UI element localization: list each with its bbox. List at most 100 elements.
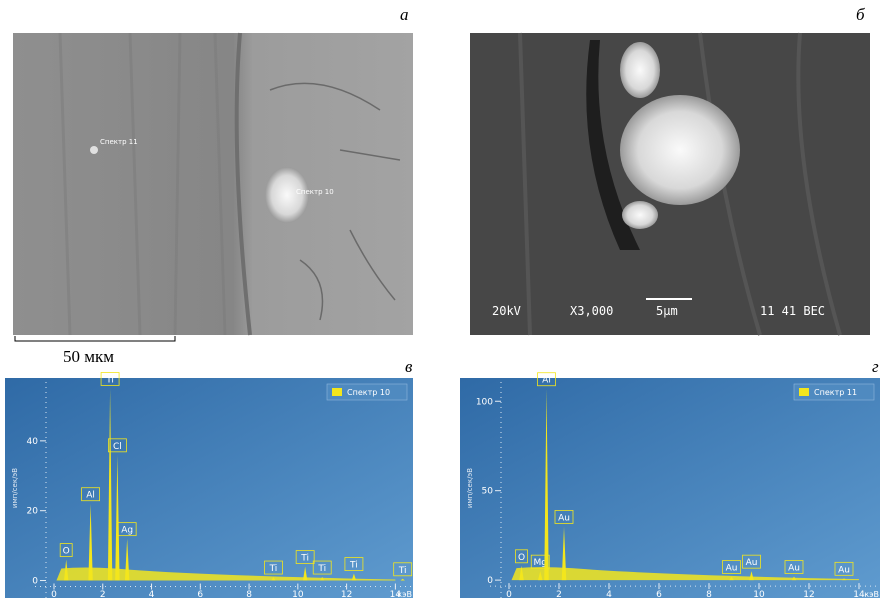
- peak-label-box: [554, 510, 574, 524]
- peak-label-box: [59, 543, 73, 557]
- panel-label: б: [856, 5, 865, 24]
- y-tick-label: 100: [476, 397, 493, 407]
- x-tick-label: 0: [506, 590, 512, 600]
- y-axis-label: имп/сек/эВ: [11, 468, 19, 508]
- x-tick-label: 2: [556, 590, 562, 600]
- peak-label: Au: [726, 564, 738, 574]
- x-tick-label: 10: [292, 590, 304, 600]
- x-axis-label: кэВ: [397, 590, 412, 599]
- panel-label: в: [405, 357, 413, 376]
- peak: [107, 388, 113, 581]
- x-tick-label: 8: [246, 590, 252, 600]
- peak-label: Ti: [269, 564, 278, 574]
- peak-label-box: [312, 560, 332, 575]
- sem-info: X3,000: [570, 304, 613, 318]
- legend-label: Спектр 11: [814, 388, 857, 397]
- sem-info: 20kV: [492, 304, 521, 318]
- peak-label-box: [100, 372, 120, 386]
- legend-swatch: [799, 388, 809, 396]
- peak: [320, 577, 325, 581]
- plot-background: [460, 378, 880, 598]
- legend-box: [326, 383, 408, 401]
- peak: [791, 576, 797, 581]
- peak-label: Cl: [113, 442, 122, 452]
- x-tick-label: 0: [51, 590, 57, 600]
- peak: [841, 578, 847, 581]
- panel-label: г: [872, 357, 879, 376]
- peak: [561, 526, 567, 581]
- peak-label: O: [63, 547, 70, 557]
- peak-label: Au: [838, 565, 850, 575]
- y-tick-label: 20: [27, 507, 39, 517]
- peak: [538, 571, 543, 581]
- sem-info: 5µm: [656, 304, 678, 318]
- x-axis-label: кэВ: [864, 590, 879, 599]
- peak-label-box: [834, 561, 854, 576]
- peak-label-box: [515, 549, 528, 564]
- peak: [88, 503, 93, 581]
- peak: [519, 565, 524, 581]
- peak-label-box: [530, 554, 550, 569]
- sem-annotation: Спектр 10: [296, 188, 334, 196]
- x-tick-label: 8: [706, 590, 712, 600]
- continuum: [511, 567, 859, 581]
- y-tick-label: 0: [487, 576, 493, 586]
- peak: [63, 559, 69, 581]
- x-tick-label: 12: [803, 590, 814, 600]
- peak: [271, 577, 276, 581]
- peak-label: Au: [788, 564, 800, 574]
- y-axis-label: имп/сек/эВ: [466, 468, 474, 508]
- sem-image-a: [13, 32, 413, 336]
- sem-info: 11 41 BEC: [760, 304, 825, 318]
- x-tick-label: 14: [390, 590, 402, 600]
- y-tick-label: 40: [27, 437, 39, 447]
- continuum: [56, 567, 396, 581]
- peak-label-box: [295, 550, 315, 564]
- peak-label: Au: [558, 513, 570, 523]
- peak-label: O: [518, 553, 525, 563]
- peak-label-box: [117, 522, 137, 537]
- x-tick-label: 6: [197, 590, 203, 600]
- peak-label: Ti: [300, 554, 309, 564]
- peak: [124, 538, 130, 581]
- peak: [544, 388, 549, 581]
- peak-label-box: [107, 438, 127, 453]
- legend-swatch: [332, 388, 342, 396]
- peak-label-box: [784, 560, 804, 574]
- scale-bar: [14, 336, 176, 342]
- peak-label: Al: [86, 491, 95, 501]
- peak: [351, 573, 357, 581]
- sem-image-b: [470, 32, 870, 336]
- peak-label-box: [537, 372, 556, 387]
- peak-label: Ag: [121, 526, 133, 536]
- x-tick-label: 12: [341, 590, 352, 600]
- peak-label: Ti: [105, 375, 114, 385]
- x-tick-label: 2: [100, 590, 106, 600]
- peak: [302, 566, 308, 581]
- panel-label: а: [400, 5, 409, 24]
- peak: [115, 454, 120, 581]
- legend-box: [793, 383, 875, 401]
- peak-label-box: [264, 560, 283, 575]
- y-tick-label: 50: [482, 487, 494, 497]
- peak-label: Al: [542, 376, 551, 386]
- peak-label-box: [722, 560, 741, 574]
- x-tick-label: 6: [656, 590, 662, 600]
- x-tick-label: 4: [606, 590, 612, 600]
- peak: [729, 576, 734, 581]
- peak-label-box: [742, 554, 761, 569]
- peak-label: Au: [746, 558, 758, 568]
- x-tick-label: 14: [853, 590, 865, 600]
- legend-label: Спектр 10: [347, 388, 390, 397]
- y-tick-label: 0: [32, 577, 38, 587]
- x-tick-label: 4: [149, 590, 155, 600]
- peak: [749, 571, 754, 581]
- peak-label: Mg: [534, 558, 547, 568]
- peak: [400, 578, 405, 581]
- peak-label-box: [393, 562, 413, 577]
- peak-label: Ti: [349, 561, 358, 571]
- peak-label-box: [344, 557, 364, 571]
- sem-annotation: Спектр 11: [100, 138, 138, 146]
- scale-bar-label: 50 мкм: [63, 347, 114, 366]
